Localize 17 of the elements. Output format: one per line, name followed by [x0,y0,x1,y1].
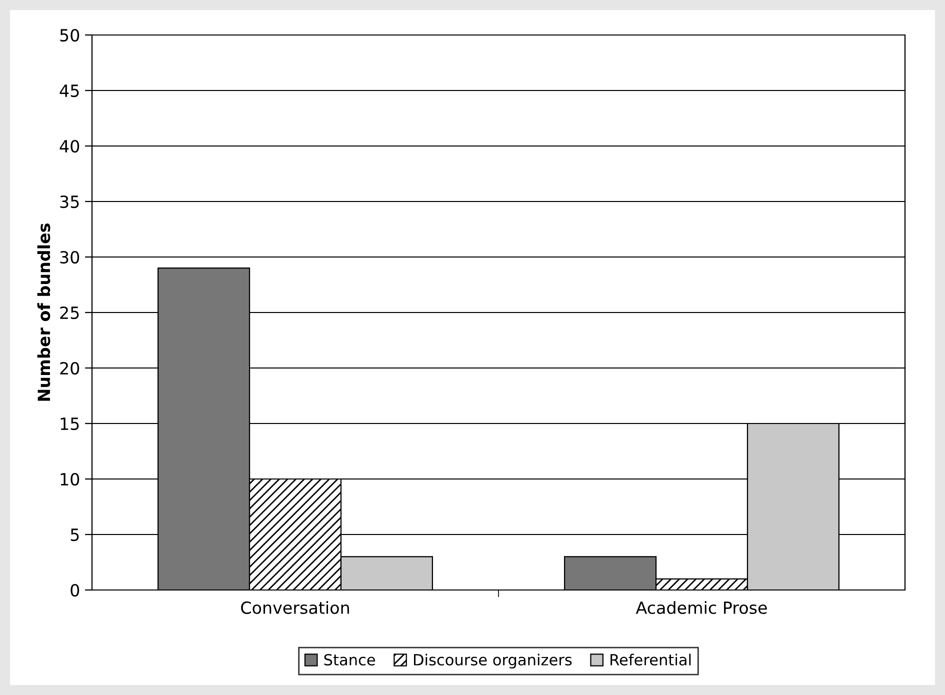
y-tick-label: 25 [60,306,79,320]
x-tick-label: Conversation [241,601,349,614]
y-tick-label: 50 [60,28,80,42]
legend-label: Referential [610,654,691,666]
y-tick-label: 45 [60,84,79,98]
y-tick-label: 40 [60,140,80,153]
y-tick-label: 35 [60,195,79,208]
y-tick-label: 5 [70,528,79,542]
legend-label: Discourse organizers [414,654,572,668]
legend-label: Stance [324,654,376,666]
y-tick-label: 20 [60,362,80,375]
y-axis-title: Number of bundles [37,224,50,401]
x-tick-label: Academic Prose [636,601,767,614]
y-tick-label: 15 [60,418,79,430]
y-tick-label: 30 [60,250,80,264]
y-tick-label: 10 [60,472,80,486]
y-tick-label: 0 [70,584,80,597]
